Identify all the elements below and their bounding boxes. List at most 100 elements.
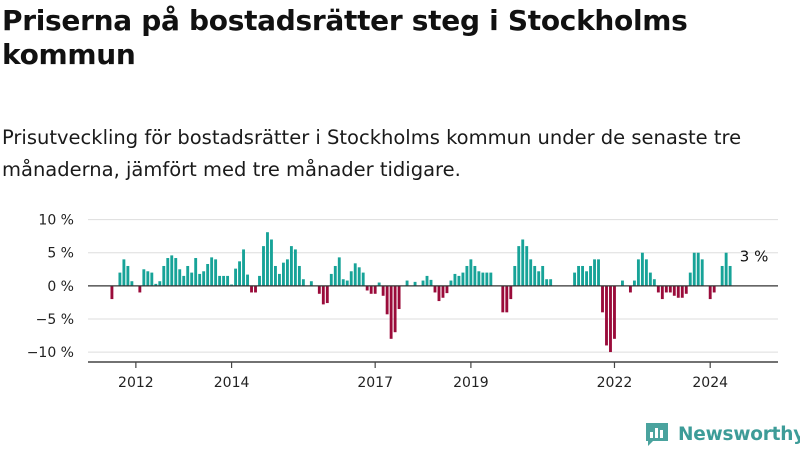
y-tick-label: −5 % bbox=[36, 312, 74, 328]
bar bbox=[609, 285, 612, 353]
bar bbox=[285, 259, 289, 286]
bar bbox=[198, 273, 202, 286]
bar bbox=[441, 285, 445, 298]
bar bbox=[373, 285, 377, 294]
brand-name: Newsworthy bbox=[678, 423, 800, 445]
bar bbox=[640, 252, 644, 286]
y-axis-ticks: 10 % 5 % 0 % −5 % −10 % bbox=[27, 213, 74, 361]
bar bbox=[293, 249, 297, 286]
bar bbox=[282, 262, 285, 286]
bar bbox=[174, 258, 178, 286]
bar bbox=[297, 265, 301, 286]
bar bbox=[254, 285, 257, 293]
bar bbox=[461, 272, 465, 286]
bar bbox=[182, 275, 186, 286]
bar bbox=[517, 246, 521, 286]
bar bbox=[545, 279, 549, 286]
bar bbox=[250, 285, 253, 293]
bar bbox=[230, 284, 234, 286]
x-tick-label: 2024 bbox=[692, 375, 728, 391]
bar bbox=[437, 285, 441, 302]
bar bbox=[656, 285, 660, 293]
bar bbox=[632, 280, 636, 286]
bar bbox=[262, 246, 265, 286]
bar bbox=[309, 281, 313, 286]
bar bbox=[688, 272, 692, 286]
bar bbox=[425, 275, 429, 286]
bar bbox=[541, 265, 545, 286]
brand-logo: Newsworthy bbox=[644, 420, 800, 448]
bar bbox=[329, 273, 333, 286]
annotations: 3 % bbox=[740, 247, 769, 265]
bar bbox=[513, 265, 517, 286]
bar bbox=[389, 285, 393, 339]
bar bbox=[206, 263, 210, 286]
bar bbox=[274, 265, 277, 286]
grid-lines bbox=[88, 219, 778, 353]
bar bbox=[712, 285, 716, 293]
chart-subtitle: Prisutveckling för bostadsrätter i Stock… bbox=[2, 126, 742, 181]
bar bbox=[226, 275, 230, 286]
bar bbox=[154, 283, 158, 286]
bar bbox=[361, 272, 365, 286]
bar bbox=[445, 285, 449, 294]
bar bbox=[222, 275, 226, 286]
bar bbox=[413, 281, 417, 286]
bar bbox=[473, 265, 477, 286]
bar bbox=[210, 257, 214, 286]
bar bbox=[489, 272, 493, 286]
y-tick-label: 0 % bbox=[47, 279, 74, 295]
bar bbox=[728, 265, 732, 286]
bar bbox=[676, 285, 680, 298]
bar bbox=[668, 285, 672, 293]
y-tick-label: 5 % bbox=[47, 246, 74, 262]
bar bbox=[457, 275, 461, 286]
bar bbox=[393, 285, 397, 333]
axes bbox=[88, 285, 778, 363]
bar bbox=[341, 279, 345, 286]
bar bbox=[158, 281, 162, 286]
bar bbox=[138, 285, 142, 293]
bar bbox=[266, 232, 269, 286]
bar bbox=[601, 285, 604, 313]
bar bbox=[621, 280, 624, 286]
bar bbox=[162, 265, 166, 286]
x-tick-label: 2019 bbox=[453, 375, 489, 391]
bar bbox=[700, 259, 704, 286]
bar bbox=[652, 279, 656, 286]
bar bbox=[696, 252, 700, 286]
bar bbox=[549, 279, 553, 286]
bar bbox=[321, 285, 325, 305]
x-axis-ticks: 2012 2014 2017 2019 2022 2024 bbox=[118, 362, 728, 391]
bar bbox=[405, 280, 409, 286]
bar bbox=[337, 257, 341, 286]
bar bbox=[597, 259, 600, 286]
bar bbox=[333, 265, 337, 286]
bar bbox=[537, 271, 541, 286]
bar bbox=[573, 272, 577, 286]
bar bbox=[397, 285, 401, 310]
bar bbox=[453, 273, 457, 286]
bar bbox=[692, 252, 696, 286]
bar bbox=[589, 265, 592, 286]
bar bbox=[385, 285, 389, 315]
bar bbox=[238, 261, 241, 286]
bar bbox=[246, 274, 249, 286]
bar bbox=[270, 239, 273, 286]
bar bbox=[585, 271, 588, 286]
bar bbox=[509, 285, 513, 300]
bar bbox=[708, 285, 712, 300]
bar bbox=[126, 265, 130, 286]
bar bbox=[664, 285, 668, 293]
bar bbox=[170, 255, 174, 286]
bar bbox=[377, 282, 381, 286]
bar bbox=[605, 285, 608, 346]
bar bbox=[150, 272, 154, 286]
bars bbox=[110, 232, 732, 353]
bar bbox=[644, 259, 648, 286]
bar bbox=[278, 273, 281, 286]
bar bbox=[142, 269, 146, 286]
bar bbox=[202, 271, 206, 286]
x-tick-label: 2014 bbox=[214, 375, 250, 391]
bar bbox=[613, 285, 616, 339]
